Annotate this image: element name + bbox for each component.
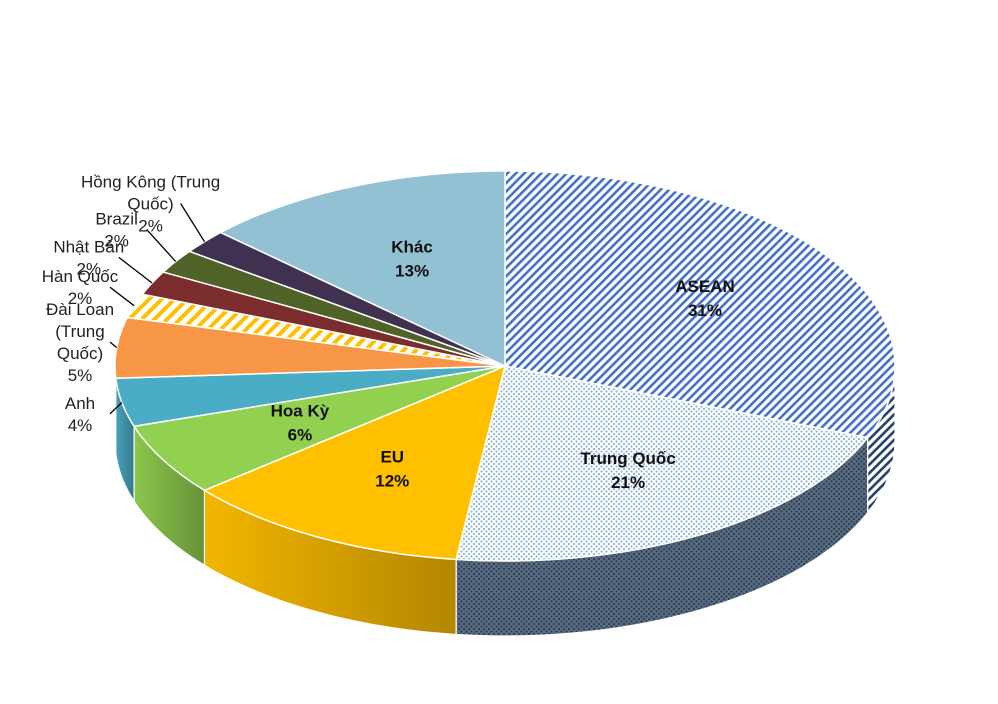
slice-dai-loan-trung-quoc xyxy=(114,316,506,380)
slice-asean xyxy=(504,170,896,439)
outside-label-hong-kong-trung-quoc: Quốc) xyxy=(127,195,173,214)
leader-hong-kong-trung-quoc xyxy=(180,203,206,243)
outside-value-han-quoc: 2% xyxy=(68,289,93,308)
slice-trung-quoc xyxy=(455,365,869,562)
slice-khac xyxy=(219,170,506,368)
slice-label-eu: EU xyxy=(380,448,404,467)
leader-lines xyxy=(109,203,206,415)
leader-anh xyxy=(109,402,123,415)
slice-value-eu: 12% xyxy=(375,472,409,491)
slice-hoa-ky xyxy=(132,365,506,492)
outside-value-hong-kong-trung-quoc: 2% xyxy=(138,217,163,236)
slice-label-khac: Khác xyxy=(391,238,433,257)
slice-label-asean: ASEAN xyxy=(675,277,735,296)
slice-value-trung-quoc: 21% xyxy=(611,473,645,492)
leader-brazil xyxy=(146,228,177,262)
slice-brazil xyxy=(161,250,506,367)
leader-nhat-ban xyxy=(118,256,153,284)
outside-label-dai-loan-trung-quoc: Đài Loan xyxy=(46,300,114,319)
slice-value-khac: 13% xyxy=(395,262,429,281)
outside-label-anh: Anh xyxy=(65,394,95,413)
leader-dai-loan-trung-quoc xyxy=(109,341,118,349)
slice-eu xyxy=(202,364,507,561)
outside-value-nhat-ban: 2% xyxy=(76,259,101,278)
outside-label-han-quoc: Hàn Quốc xyxy=(42,267,119,286)
outside-value-anh: 4% xyxy=(68,416,93,435)
slice-label-hoa-ky: Hoa Kỳ xyxy=(271,401,330,420)
outside-label-brazil: Brazil xyxy=(95,209,138,228)
slice-labels: ASEAN 31% Trung Quốc 21% EU 12% Hoa Kỳ 6% Anh 4% Đ… xyxy=(42,173,735,493)
outside-label-hong-kong-trung-quoc: Hồng Kông (Trung xyxy=(81,173,220,192)
slice-value-asean: 31% xyxy=(688,301,722,320)
outside-label-dai-loan-trung-quoc: Quốc) xyxy=(57,344,103,363)
outside-value-dai-loan-trung-quoc: 5% xyxy=(68,366,93,385)
leader-han-quoc xyxy=(109,286,135,307)
outside-value-brazil: 2% xyxy=(104,231,129,250)
pie-tops xyxy=(114,170,896,562)
outside-label-nhat-ban: Nhật Bản xyxy=(53,237,124,256)
slice-value-hoa-ky: 6% xyxy=(288,425,313,444)
outside-label-dai-loan-trung-quoc: (Trung xyxy=(55,322,104,341)
slice-label-trung-quoc: Trung Quốc xyxy=(580,449,675,468)
